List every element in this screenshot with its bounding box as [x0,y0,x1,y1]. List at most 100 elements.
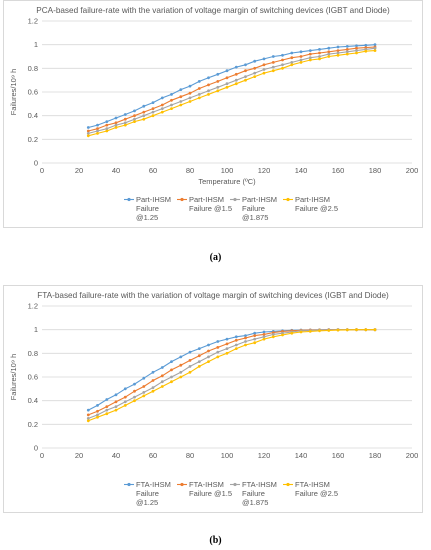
data-point [133,117,136,121]
data-point [262,333,266,336]
data-point [105,405,109,408]
data-point [253,334,257,337]
data-point [262,330,266,334]
data-point [86,408,90,412]
data-point [253,341,257,345]
data-point [327,50,331,54]
y-tick-label: 1.2 [28,302,38,311]
figure-caption-b: (b) [209,535,222,546]
legend-swatch [124,482,134,487]
y-tick-label: 0.4 [28,111,38,120]
data-point [207,83,210,87]
legend-label: FTA-IHSM Failure @1.875 [242,480,277,507]
data-point [244,334,247,337]
data-point [345,50,349,54]
data-point [179,375,183,379]
x-tick-label: 40 [112,451,120,460]
data-point [244,69,247,73]
data-point [327,329,331,332]
data-point [318,48,321,51]
data-point [142,114,146,118]
data-point [133,389,136,393]
legend-swatch [283,197,293,202]
data-point [197,87,201,90]
data-point [123,117,127,121]
x-tick-label: 200 [406,166,419,175]
data-point [179,100,183,103]
data-point [114,400,118,404]
data-point [244,78,247,82]
legend-label: FTA-IHSM Failure @1.25 [136,480,171,507]
data-point [299,61,303,64]
data-point [170,103,173,107]
data-point [308,52,312,56]
data-point [123,121,127,125]
x-tick-label: 140 [295,166,308,175]
data-point [225,351,229,355]
data-point [105,120,109,123]
x-tick-label: 160 [332,451,345,460]
data-point [281,58,284,62]
data-point [133,109,136,113]
data-point [225,342,229,346]
chart-svg: 0 0.2 0.4 0.6 0.8 1 1.2 0 20 40 60 80 100 120 140 160 18… [9,17,419,187]
legend-swatch [230,197,240,202]
data-point [373,49,377,52]
x-tick-label: 60 [149,451,157,460]
data-point [308,49,312,52]
legend-label: Part-IHSM Failure @2.5 [295,195,339,213]
data-point [355,46,358,50]
data-point [327,55,331,58]
x-tick-label: 0 [40,166,44,175]
data-point [290,331,294,335]
series-line [88,329,375,422]
y-tick-label: 1 [34,325,38,334]
legend-swatch [177,197,187,202]
data-point [114,393,118,397]
data-point [327,46,331,50]
data-point [336,51,340,55]
data-point [114,123,118,127]
y-axis-title: Failures/10⁹ h [9,69,18,116]
x-tick-label: 80 [186,166,194,175]
data-point [318,55,321,58]
y-tick-label: 0.8 [28,64,38,73]
data-point [318,329,321,333]
data-point [355,328,358,332]
x-axis-title: Temperature (ºC) [198,177,256,186]
data-point [188,96,192,100]
data-point [179,355,183,359]
data-point [133,114,136,118]
data-point [86,132,90,135]
data-point [188,91,192,95]
data-point [142,104,146,108]
data-point [299,50,303,54]
data-point [151,386,155,389]
data-point [290,63,294,67]
data-point [142,391,146,394]
data-point [308,330,312,333]
x-tick-label: 100 [221,166,234,175]
series-line [88,329,375,419]
data-point [197,365,201,368]
data-point [345,328,349,332]
legend-label: Part-IHSM Failure @1.5 [189,195,233,213]
data-point [197,80,201,83]
data-point [170,368,173,372]
data-point [151,114,155,118]
data-point [160,380,164,384]
data-point [105,412,109,416]
series-line [88,46,376,132]
chart-panel-a: PCA-based failure-rate with the variatio… [0,0,431,230]
data-point [364,43,368,47]
y-tick-label: 0.4 [28,396,38,405]
data-point [170,107,173,110]
data-point [86,126,90,129]
chart-frame: PCA-based failure-rate with the variatio… [3,0,423,228]
data-point [188,365,192,368]
data-point [271,335,275,339]
data-point [142,376,146,380]
data-point [234,338,238,342]
data-point [318,57,321,61]
data-point [262,63,266,67]
